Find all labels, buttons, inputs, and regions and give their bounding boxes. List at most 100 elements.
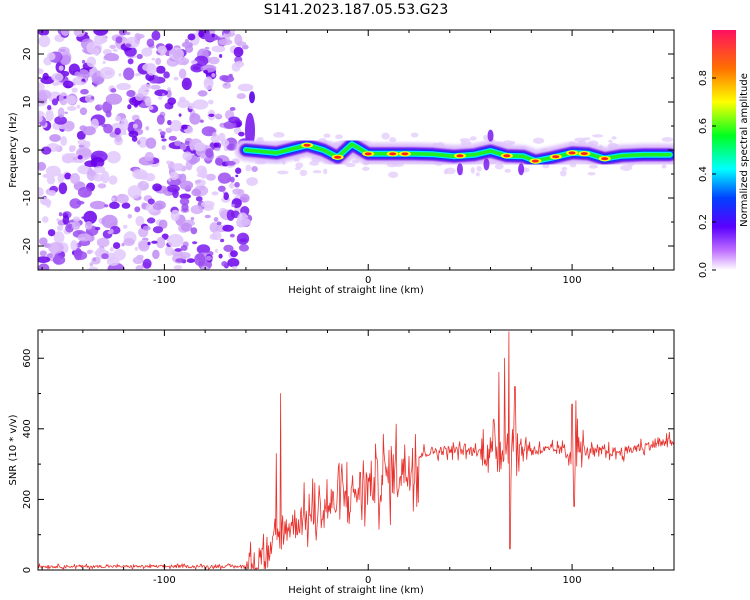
faint-blob	[587, 172, 596, 176]
noise-blob	[38, 68, 44, 75]
noise-blob	[223, 192, 230, 201]
faint-blob	[508, 140, 516, 145]
noise-blob	[127, 213, 132, 219]
y-tick-label: -20	[22, 238, 33, 254]
noise-blob	[230, 250, 238, 258]
noise-blob	[38, 186, 44, 198]
snr-plot-area	[38, 330, 674, 570]
noise-blob	[77, 233, 92, 242]
noise-blob	[159, 131, 166, 136]
noise-blob	[234, 181, 240, 188]
noise-blob	[71, 87, 78, 93]
ridge-peak-core	[601, 157, 609, 161]
noise-blob	[38, 35, 51, 48]
colorbar-tick-label: 0.6	[698, 118, 709, 134]
noise-blob	[72, 156, 78, 161]
noise-blob	[218, 253, 223, 259]
noise-blob	[164, 245, 174, 257]
noise-blob	[137, 140, 141, 145]
noise-blob	[167, 97, 177, 105]
noise-blob	[116, 83, 131, 91]
noise-blob	[156, 114, 165, 125]
noise-blob	[175, 258, 185, 263]
noise-blob	[167, 119, 172, 126]
noise-blob	[93, 174, 104, 182]
noise-blob	[233, 46, 244, 58]
noise-blob	[58, 65, 64, 71]
noise-blob	[231, 265, 238, 269]
noise-blob	[190, 204, 203, 215]
ridge-peak-core	[389, 152, 397, 156]
noise-blob	[45, 109, 54, 122]
noise-blob	[234, 34, 243, 46]
noise-blob	[211, 33, 216, 38]
noise-blob	[135, 34, 143, 40]
ridge-peak-core	[303, 143, 311, 147]
noise-blob	[143, 181, 147, 185]
noise-blob	[196, 244, 211, 255]
noise-blob	[144, 89, 150, 92]
noise-blob	[99, 104, 103, 109]
noise-blob	[192, 65, 201, 71]
noise-blob	[118, 30, 128, 36]
noise-blob	[173, 76, 179, 81]
noise-blob	[216, 221, 222, 226]
faint-blob	[295, 162, 304, 169]
noise-blob	[46, 104, 52, 111]
noise-blob	[38, 114, 43, 123]
noise-blob	[83, 210, 98, 225]
faint-blob	[574, 137, 586, 142]
noise-blob	[208, 56, 220, 65]
colorbar-tick-label: 0.0	[698, 262, 709, 278]
noise-blob	[235, 174, 239, 178]
noise-blob	[181, 124, 188, 130]
noise-blob	[54, 115, 67, 125]
noise-blob	[217, 185, 226, 192]
colorbar-tick-label: 0.8	[698, 70, 709, 86]
noise-blob	[179, 197, 190, 206]
noise-blob	[86, 41, 102, 55]
noise-blob	[135, 265, 144, 270]
x-tick-label: -100	[153, 575, 176, 586]
noise-blob	[208, 113, 215, 117]
noise-blob	[60, 30, 70, 36]
noise-blob	[136, 53, 143, 60]
faint-blob	[560, 170, 567, 177]
noise-blob	[39, 250, 47, 257]
y-tick-label: 0	[22, 567, 33, 573]
noise-blob	[99, 38, 108, 43]
noise-blob	[235, 217, 251, 227]
noise-blob	[121, 202, 131, 209]
noise-blob	[93, 30, 109, 36]
noise-blob	[57, 46, 70, 56]
noise-blob	[64, 172, 72, 180]
noise-blob	[126, 89, 136, 97]
noise-blob	[195, 196, 203, 202]
noise-blob	[179, 143, 187, 151]
noise-blob	[251, 165, 258, 173]
ridge-dip	[518, 163, 525, 176]
noise-blob	[201, 200, 215, 209]
noise-blob	[79, 107, 88, 116]
noise-blob	[154, 89, 168, 97]
y-tick-label: -10	[22, 190, 33, 206]
noise-blob	[76, 200, 85, 205]
noise-blob	[200, 168, 208, 179]
noise-blob	[211, 45, 226, 53]
noise-blob	[147, 241, 151, 246]
noise-blob	[53, 231, 65, 244]
noise-blob	[210, 134, 220, 144]
noise-blob	[199, 119, 204, 123]
faint-blob	[323, 133, 331, 138]
spectrogram-ridge	[234, 129, 674, 176]
noise-blob	[132, 123, 138, 129]
noise-blob	[109, 228, 114, 234]
noise-blob	[125, 43, 132, 48]
noise-blob	[190, 60, 198, 65]
ridge-dip	[456, 163, 463, 176]
noise-blob	[199, 185, 206, 191]
x-tick-label: -100	[153, 275, 176, 286]
noise-blob	[180, 222, 192, 232]
noise-blob	[213, 142, 219, 148]
noise-blob	[191, 188, 202, 197]
